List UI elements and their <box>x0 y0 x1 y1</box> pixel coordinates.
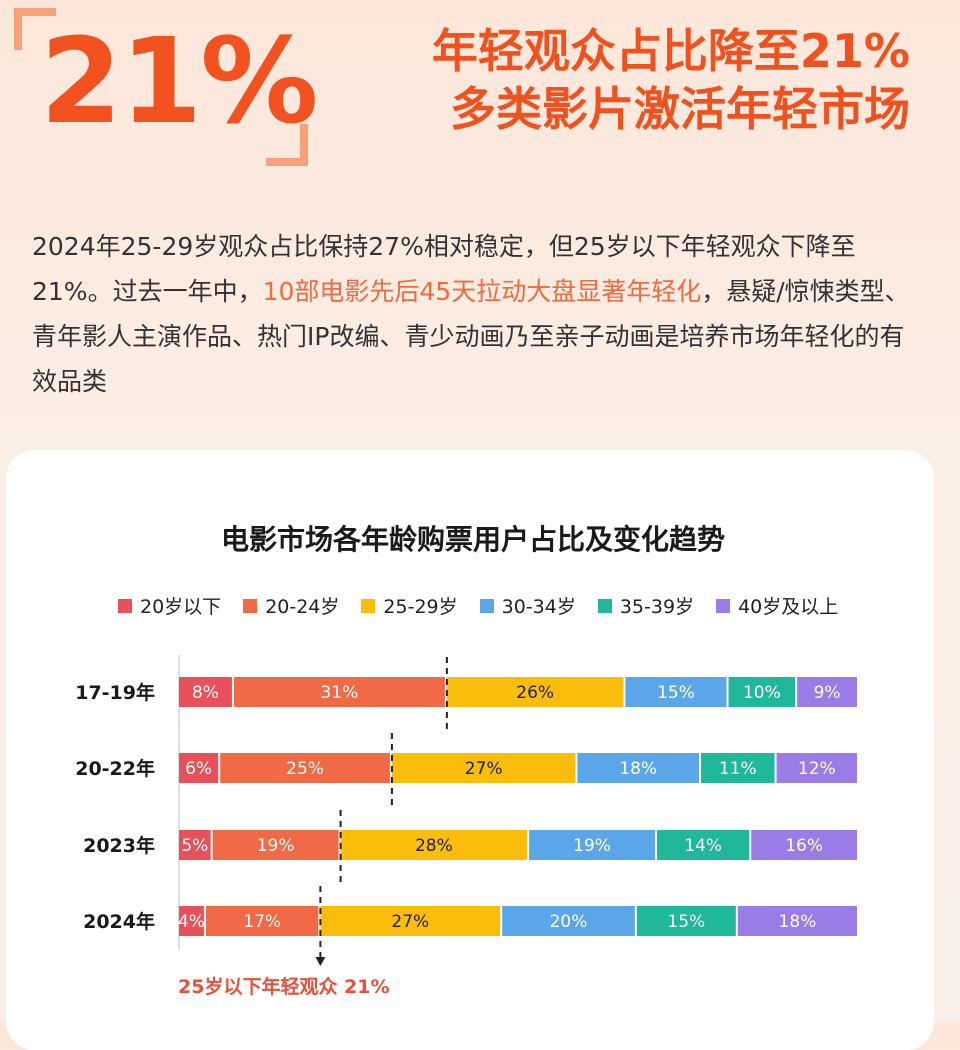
legend-swatch <box>361 598 376 613</box>
bar-segment <box>179 753 219 783</box>
legend-item: 20-24岁 <box>243 592 339 619</box>
legend-label: 35-39岁 <box>619 596 695 618</box>
bar-value-label: 15% <box>667 912 705 932</box>
bracket-bottom-right <box>266 124 308 166</box>
bar-segment <box>179 677 232 707</box>
bar-segment <box>636 906 736 936</box>
legend-swatch <box>597 598 612 613</box>
bar-value-label: 17% <box>243 912 281 932</box>
bar-value-label: 26% <box>516 683 554 703</box>
bar-value-label: 18% <box>619 759 657 779</box>
bar-value-label: 4% <box>178 912 205 932</box>
bar-segment <box>391 753 576 783</box>
bar-segment <box>340 830 528 860</box>
stacked-bar-chart: 17-19年 8% 31% 26% 15% 10% 9% 20-22年 6% 25% 27% 18% 1… <box>75 655 857 966</box>
legend-label: 25-29岁 <box>383 596 458 618</box>
chart-title: 电影市场各年龄购票用户占比及变化趋势 <box>220 523 725 556</box>
hero-number: 21% <box>40 12 318 150</box>
category-label: 2023年 <box>83 834 155 857</box>
category-label: 20-22年 <box>75 757 155 780</box>
bar-segment <box>529 830 656 860</box>
legend-item: 30-34岁 <box>479 592 576 619</box>
bar-value-label: 15% <box>657 683 695 703</box>
bar-value-label: 27% <box>465 759 503 779</box>
legend-swatch <box>243 598 258 613</box>
legend-label: 20-24岁 <box>265 596 340 618</box>
intro-text-2: ，悬疑/惊悚类型、青年影人主演作品、热门IP改编、青少动画乃至亲子动画是培养市场… <box>32 277 910 396</box>
bar-value-label: 31% <box>321 683 359 703</box>
bar-segment <box>320 906 501 936</box>
legend-item: 40岁及以上 <box>716 592 838 619</box>
bar-segment <box>657 830 750 860</box>
bar-segment <box>179 906 204 936</box>
headline: 年轻观众占比降至21% 多类影片激活年轻市场 <box>432 22 910 138</box>
bar-value-label: 11% <box>719 759 757 779</box>
bar-value-label: 25% <box>286 759 324 779</box>
bar-segment <box>179 830 211 860</box>
bar-segment <box>797 677 857 707</box>
chart-annotation: 25岁以下年轻观众 21% <box>178 976 390 998</box>
bar-value-label: 20% <box>550 912 588 932</box>
intro-text-1: 2024年25-29岁观众占比保持27%相对稳定，但25岁以下年轻观众下降至21… <box>32 232 856 306</box>
bar-segment <box>212 830 339 860</box>
bar-value-label: 16% <box>785 836 823 856</box>
bar-segment <box>776 753 857 783</box>
legend-swatch <box>716 598 731 613</box>
bar-segment <box>625 677 727 707</box>
bar-value-label: 27% <box>391 912 429 932</box>
bar-value-label: 28% <box>415 836 453 856</box>
bar-segment <box>502 906 635 936</box>
bar-value-label: 12% <box>798 759 836 779</box>
bar-segment <box>233 677 445 707</box>
headline-line-2: 多类影片激活年轻市场 <box>450 82 910 136</box>
legend-item: 25-29岁 <box>361 592 458 619</box>
bar-segment <box>577 753 700 783</box>
bar-value-label: 18% <box>779 912 817 932</box>
legend-swatch <box>118 598 132 613</box>
bar-segment <box>737 906 857 936</box>
headline-line-1: 年轻观众占比降至21% <box>431 24 910 78</box>
category-label: 2024年 <box>83 910 155 933</box>
bar-segment <box>446 677 624 707</box>
legend-label: 30-34岁 <box>501 596 576 618</box>
bar-value-label: 19% <box>573 836 611 856</box>
category-label: 17-19年 <box>75 681 155 704</box>
arrow-head-icon <box>315 957 326 966</box>
chart-legend: 20岁以下 20-24岁 25-29岁 30-34岁 35-39岁 40岁及以上 <box>118 592 860 619</box>
legend-label: 20岁以下 <box>140 596 222 618</box>
bar-value-label: 6% <box>185 759 212 779</box>
bar-segment <box>701 753 775 783</box>
bar-value-label: 14% <box>684 836 722 856</box>
bar-value-label: 10% <box>743 683 781 703</box>
legend-item: 20岁以下 <box>118 592 221 619</box>
bar-segment <box>220 753 390 783</box>
legend-label: 40岁及以上 <box>738 596 839 618</box>
bar-segment <box>751 830 857 860</box>
bar-segment <box>728 677 796 707</box>
bar-value-label: 9% <box>814 683 841 703</box>
intro-paragraph: 2024年25-29岁观众占比保持27%相对稳定，但25岁以下年轻观众下降至21… <box>32 224 922 404</box>
chart-card <box>6 450 934 1050</box>
bar-segment <box>205 906 319 936</box>
legend-item: 35-39岁 <box>597 592 695 619</box>
bracket-top-left <box>14 8 56 50</box>
legend-swatch <box>479 598 494 613</box>
intro-highlight: 10部电影先后45天拉动大盘显著年轻化 <box>262 277 702 306</box>
bar-value-label: 8% <box>192 683 219 703</box>
bar-value-label: 19% <box>257 836 295 856</box>
bar-value-label: 5% <box>181 836 208 856</box>
